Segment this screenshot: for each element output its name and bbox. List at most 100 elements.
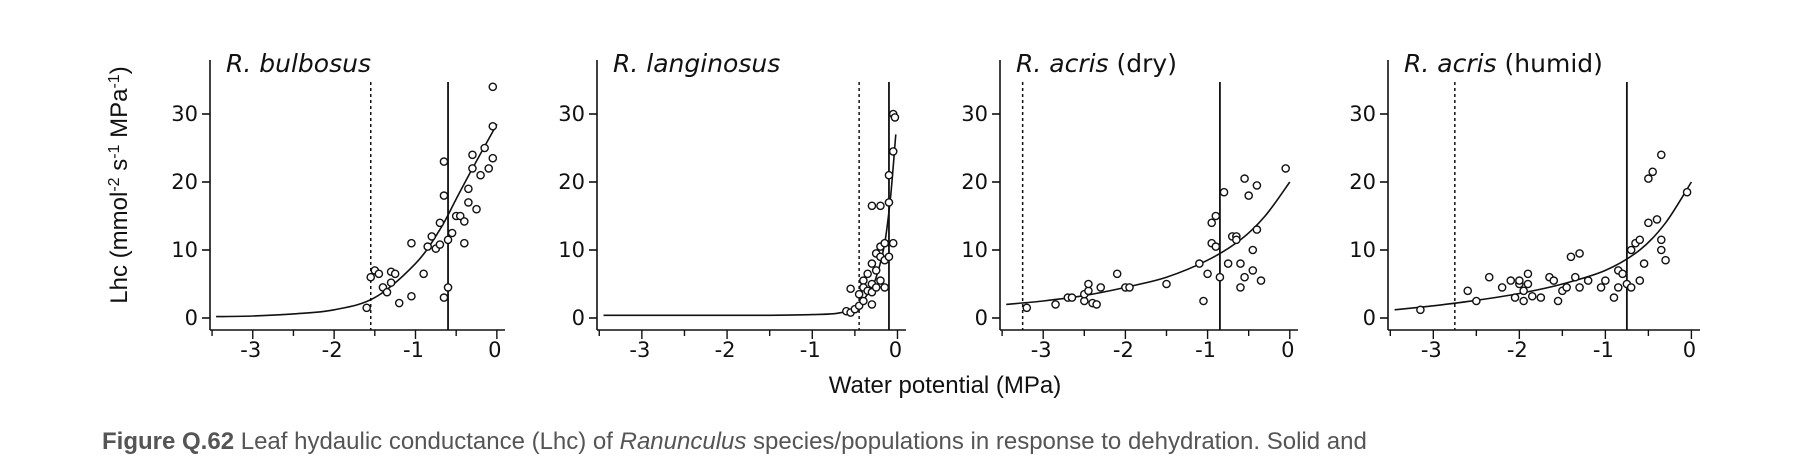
data-point	[1232, 235, 1241, 245]
data-point	[1583, 276, 1593, 285]
data-point	[1566, 252, 1576, 262]
x-tick-label: -2	[715, 338, 736, 362]
data-point	[1601, 276, 1610, 285]
data-point	[846, 284, 855, 294]
data-point	[476, 170, 485, 180]
x-tick-label: 0	[1281, 338, 1294, 362]
x-tick-label: -3	[1031, 338, 1052, 362]
data-point	[1256, 276, 1266, 285]
x-tick-label: 0	[889, 338, 902, 362]
data-point	[1515, 276, 1524, 285]
data-point	[1236, 259, 1245, 268]
fitted-curve	[1394, 181, 1693, 311]
data-point	[464, 184, 473, 194]
data-point	[1519, 296, 1528, 306]
data-point	[439, 191, 449, 200]
fitted-curve	[1006, 181, 1291, 306]
x-tick-label: -2	[1113, 338, 1134, 362]
data-point	[854, 289, 864, 299]
data-point	[871, 266, 881, 275]
data-point	[488, 121, 498, 131]
data-point	[876, 276, 885, 285]
data-point	[443, 235, 453, 245]
data-point	[472, 204, 481, 214]
data-point	[1051, 300, 1060, 309]
data-point	[1240, 174, 1249, 183]
data-point	[439, 293, 449, 302]
panel-title: R. langinosus	[613, 49, 780, 78]
data-point	[1510, 293, 1520, 302]
figure-caption: Figure Q.62 Leaf hydaulic conductance (L…	[102, 428, 1367, 456]
data-point	[1575, 249, 1584, 258]
y-tick-label: 30	[961, 102, 988, 126]
data-point	[1463, 286, 1473, 296]
x-tick-label: -1	[403, 338, 424, 362]
data-point	[1682, 187, 1692, 197]
data-point	[1652, 215, 1662, 224]
data-point	[1609, 293, 1619, 302]
y-tick-label: 20	[171, 170, 198, 194]
data-point	[1523, 269, 1533, 279]
data-point	[423, 242, 432, 251]
data-point	[1635, 235, 1645, 245]
panel-4: 0 10 20 30 -3 -2 -1 0 R. acris (humid)	[1349, 49, 1700, 362]
data-point	[407, 291, 416, 301]
x-tick-label: -3	[240, 338, 261, 362]
y-tick-label: 10	[961, 238, 988, 262]
y-tick-label: 10	[171, 238, 198, 262]
y-tick-label: 30	[558, 102, 585, 126]
data-point	[488, 82, 498, 92]
data-point	[1203, 269, 1212, 279]
data-point	[382, 287, 392, 297]
panel-1: 0 10 20 30 -3 -2 -1 0 R. bulbosus	[171, 49, 505, 362]
caption-genus: Ranunculus	[619, 428, 747, 455]
data-point	[362, 303, 371, 313]
data-point	[867, 201, 877, 211]
data-point	[435, 218, 445, 228]
panel-3: 0 10 20 30 -3 -2 -1 0 R. acris (dry)	[961, 49, 1298, 362]
data-point	[1635, 276, 1645, 285]
data-point	[1223, 259, 1233, 268]
data-point	[435, 240, 445, 249]
data-point	[867, 300, 877, 309]
data-point	[1067, 293, 1077, 302]
data-point	[427, 232, 437, 241]
data-point	[890, 113, 900, 122]
data-point	[374, 269, 384, 279]
data-point	[419, 269, 428, 279]
data-point	[884, 170, 894, 180]
data-point	[1626, 283, 1636, 292]
data-point	[1199, 296, 1208, 306]
data-point	[443, 283, 453, 292]
data-point	[863, 269, 872, 279]
data-point	[1549, 276, 1559, 285]
caption-label: Figure Q.62	[102, 428, 235, 455]
y-tick-label: 30	[1349, 102, 1376, 126]
y-axis-title: Lhc (mmol-2 s-1 MPa-1)	[106, 66, 134, 303]
data-point	[1244, 191, 1253, 200]
y-tick-label: 20	[1349, 170, 1376, 194]
data-point	[1656, 150, 1666, 160]
data-point	[1497, 283, 1507, 292]
data-point	[1092, 300, 1101, 309]
data-point	[366, 272, 376, 282]
data-point	[394, 298, 404, 308]
data-point	[1162, 279, 1171, 289]
fitted-curve	[216, 123, 498, 318]
x-tick-label: 0	[1683, 338, 1696, 362]
data-point	[1644, 218, 1653, 228]
data-point	[407, 238, 416, 248]
data-point	[1575, 283, 1584, 292]
data-point	[1084, 279, 1093, 289]
panel-title-species: R. acris	[1016, 49, 1109, 78]
data-point	[1562, 283, 1571, 292]
panels: 0 10 20 30 -3 -2 -1 0 R. bulbosus 0 10 20 30 -3 -2 -1 0 R…	[171, 49, 1700, 362]
data-point	[1656, 245, 1666, 255]
data-point	[460, 217, 469, 226]
panel-title-species: R. langinosus	[613, 49, 780, 78]
data-point	[867, 259, 877, 268]
data-point	[1626, 245, 1636, 255]
data-point	[1195, 259, 1204, 268]
panel-2: 0 10 20 30 -3 -2 -1 0 R. langinosus	[558, 49, 906, 362]
data-point	[880, 238, 889, 248]
